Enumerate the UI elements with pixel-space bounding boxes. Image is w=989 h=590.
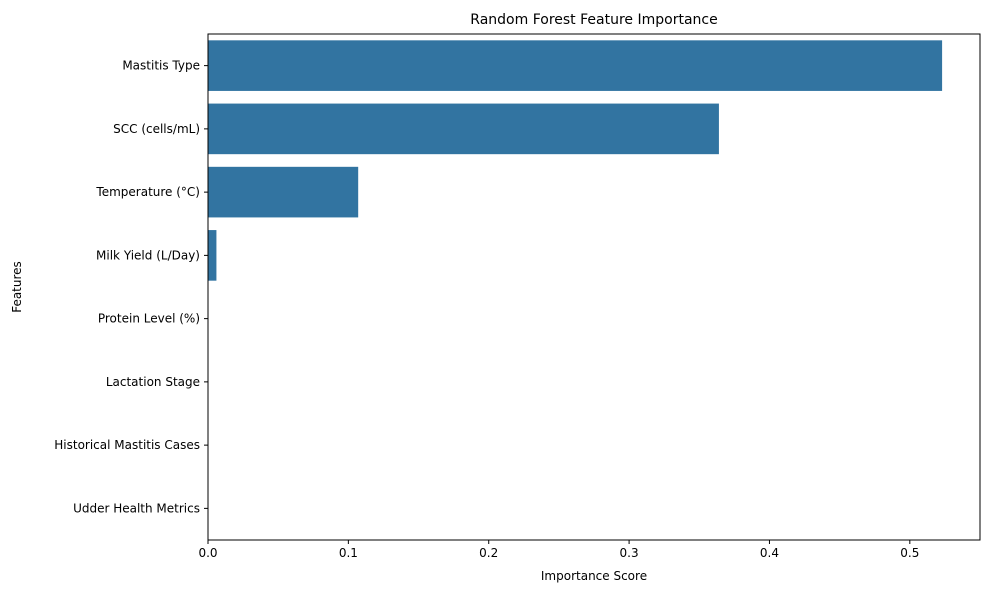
x-tick-label: 0.1 — [339, 546, 358, 560]
y-tick-label: SCC (cells/mL) — [113, 122, 200, 136]
x-axis-label: Importance Score — [541, 569, 647, 583]
y-tick-label: Lactation Stage — [106, 375, 200, 389]
x-tick-label: 0.2 — [479, 546, 498, 560]
x-tick-label: 0.4 — [760, 546, 779, 560]
y-tick-label: Mastitis Type — [122, 59, 200, 73]
y-tick-label: Temperature (°C) — [95, 185, 200, 199]
bar — [208, 166, 359, 218]
bar — [208, 103, 719, 155]
x-axis: 0.0 0.1 0.2 0.3 0.4 0.5 — [198, 540, 919, 560]
y-axis-label: Features — [10, 261, 24, 313]
chart-title: Random Forest Feature Importance — [470, 12, 717, 28]
y-tick-label: Milk Yield (L/Day) — [96, 248, 200, 262]
bar — [208, 40, 943, 91]
bar — [208, 230, 217, 281]
bars-layer — [208, 40, 943, 281]
y-tick-label: Udder Health Metrics — [73, 501, 200, 515]
y-axis: Mastitis Type SCC (cells/mL) Temperature (… — [54, 59, 208, 515]
plot-frame — [207, 33, 981, 541]
y-tick-label: Historical Mastitis Cases — [54, 438, 200, 452]
x-tick-label: 0.5 — [900, 546, 919, 560]
y-tick-label: Protein Level (%) — [98, 312, 200, 326]
x-tick-label: 0.0 — [198, 546, 217, 560]
plot-area: Mastitis Type SCC (cells/mL) Temperature (… — [54, 33, 981, 560]
x-tick-label: 0.3 — [620, 546, 639, 560]
